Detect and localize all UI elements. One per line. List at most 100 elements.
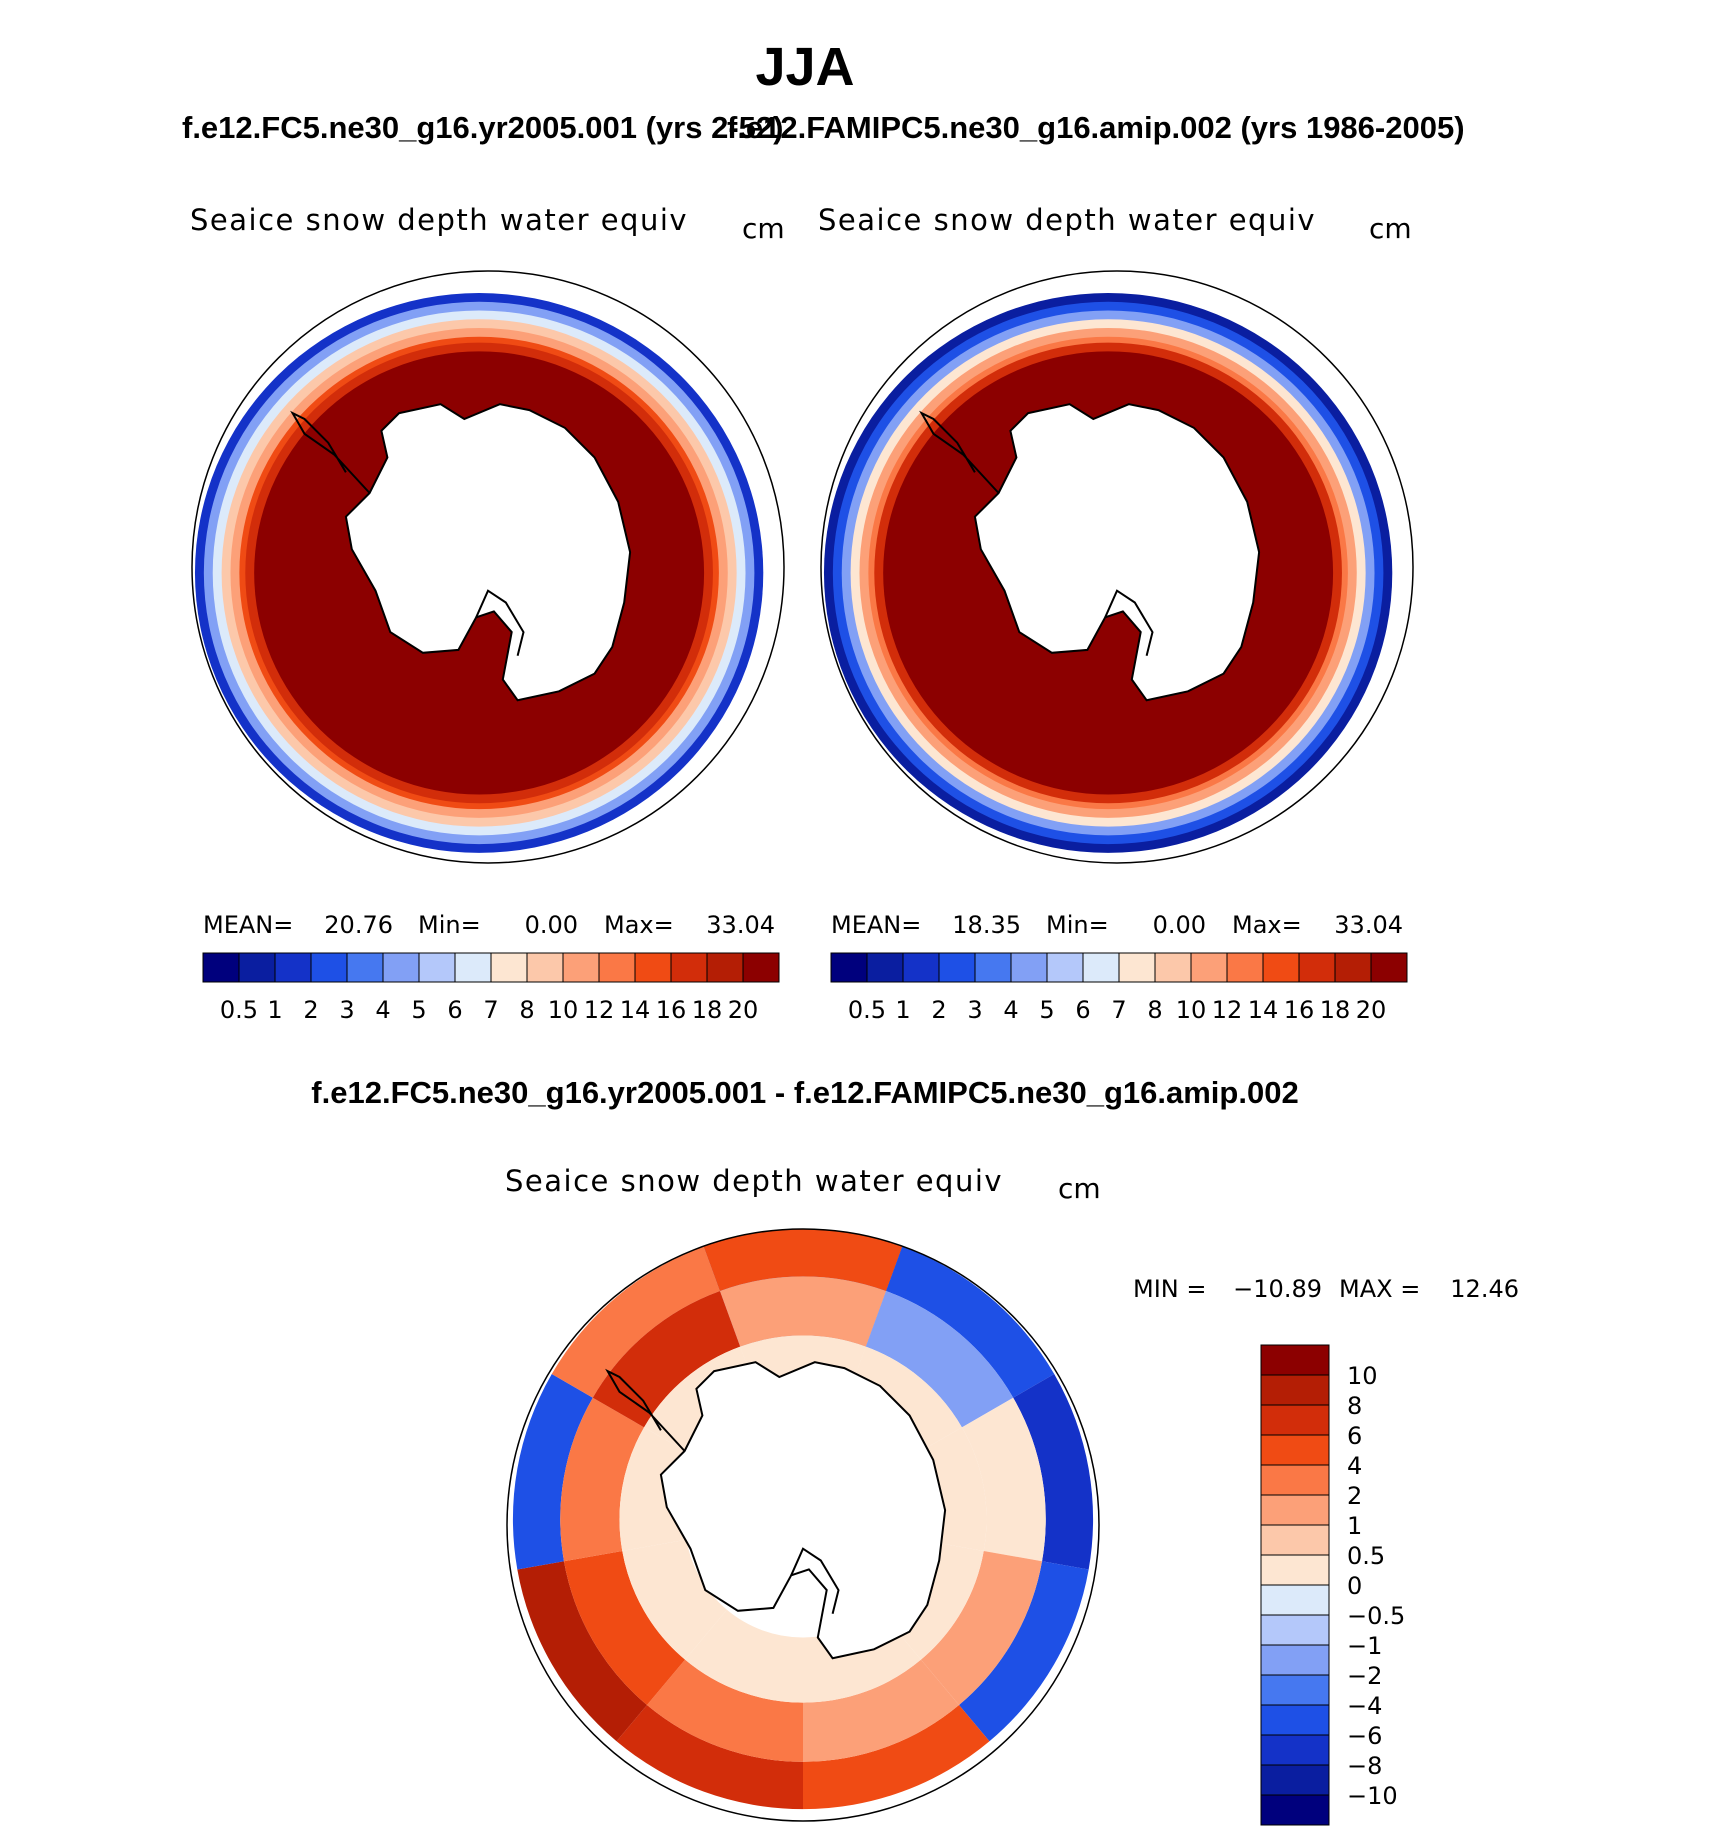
colorbar-tick-label: 10	[1176, 996, 1207, 1024]
colorbar-box	[1298, 952, 1336, 983]
colorbar-tick-label: 2	[931, 996, 946, 1024]
colorbar-box	[830, 952, 868, 983]
colorbar-tick-label: 2	[1347, 1482, 1362, 1510]
colorbar-box	[1118, 952, 1156, 983]
colorbar-tick-label: 5	[411, 996, 426, 1024]
colorbar-tick-label: 18	[1320, 996, 1351, 1024]
colorbar-tick-label: 14	[1248, 996, 1279, 1024]
panel-1-min-value: 0.00	[525, 911, 578, 939]
difference-field-cell	[622, 1539, 727, 1660]
colorbar-box	[1046, 952, 1084, 983]
colorbar-box	[1260, 1374, 1330, 1406]
colorbar-tick-label: 10	[548, 996, 579, 1024]
panel-2-colorbar: 0.5 1 2 3 4 5 6 7 8 10 12 14 16 18 20	[830, 952, 1408, 1024]
colorbar-tick-label: 1	[1347, 1512, 1362, 1540]
panel-3-units: cm	[1058, 1172, 1101, 1205]
panel-3-variable-title: Seaice snow depth water equiv	[505, 1164, 1003, 1198]
ross-ice-shelf	[790, 1547, 840, 1615]
season-title: JJA	[755, 37, 854, 97]
colorbar-tick-label: 0.5	[220, 996, 258, 1024]
colorbar-box	[202, 952, 240, 983]
colorbar-box	[598, 952, 636, 983]
difference-field-cell	[517, 1561, 647, 1742]
colorbar-box	[490, 952, 528, 983]
panel-2-units: cm	[1369, 212, 1412, 245]
colorbar-tick-label: −1	[1347, 1632, 1382, 1660]
colorbar-tick-label: 5	[1039, 996, 1054, 1024]
panel-3-min-label: MIN =	[1133, 1275, 1206, 1303]
difference-field-cell	[551, 1246, 720, 1398]
panel-difference: Seaice snow depth water equiv cm MIN = −…	[505, 1164, 1519, 1826]
panel-2-map	[820, 270, 1414, 864]
colorbar-tick-label: 4	[1347, 1452, 1362, 1480]
colorbar-box	[1260, 1464, 1330, 1496]
difference-field-cell	[920, 1550, 1043, 1706]
panel-1-mean-value: 20.76	[324, 911, 393, 939]
panel-1-max-label: Max=	[604, 911, 674, 939]
colorbar-tick-label: 14	[620, 996, 651, 1024]
colorbar-tick-label: 1	[895, 996, 910, 1024]
colorbar-tick-label: 8	[1147, 996, 1162, 1024]
difference-field-cell	[616, 1705, 803, 1810]
difference-field-cell	[803, 1705, 990, 1810]
panel-2-variable-title: Seaice snow depth water equiv	[818, 203, 1316, 237]
antarctica-coastline	[659, 1361, 947, 1660]
panel-3-min-value: −10.89	[1233, 1275, 1322, 1303]
colorbar-box	[1260, 1614, 1330, 1646]
colorbar-box	[1082, 952, 1120, 983]
map-border	[191, 270, 785, 864]
colorbar-box	[1226, 952, 1264, 983]
colorbar-box	[1260, 1494, 1330, 1526]
panel-2-stats: MEAN= 18.35 Min= 0.00 Max= 33.04	[831, 911, 1403, 939]
colorbar-box	[706, 952, 744, 983]
map-border	[820, 270, 1414, 864]
colorbar-tick-label: −0.5	[1347, 1602, 1405, 1630]
difference-field-cell	[646, 1659, 803, 1762]
colorbar-box	[866, 952, 904, 983]
colorbar-tick-label: 20	[1356, 996, 1387, 1024]
panel-1-colorbar: 0.5 1 2 3 4 5 6 7 8 10 12 14 16 18 20	[202, 952, 780, 1024]
colorbar-box	[1260, 1554, 1330, 1586]
colorbar-box	[1334, 952, 1372, 983]
antarctic-peninsula	[290, 410, 371, 494]
difference-field-cell	[512, 1374, 593, 1570]
header-case-left: f.e12.FC5.ne30_g16.yr2005.001 (yrs 2-52)	[182, 110, 783, 145]
colorbar-tick-label: 4	[1003, 996, 1018, 1024]
colorbar-box	[454, 952, 492, 983]
colorbar-box	[742, 952, 780, 983]
panel-2-mean-label: MEAN=	[831, 911, 921, 939]
ross-ice-shelf	[475, 589, 525, 657]
colorbar-box	[1190, 952, 1228, 983]
colorbar-box	[346, 952, 384, 983]
colorbar-tick-label: −2	[1347, 1662, 1382, 1690]
antarctic-peninsula	[919, 410, 1000, 494]
panel-3-max-value: 12.46	[1450, 1275, 1519, 1303]
antarctica-coastline	[973, 403, 1261, 702]
colorbar-tick-label: 16	[656, 996, 687, 1024]
panel-3-max-label: MAX =	[1339, 1275, 1420, 1303]
colorbar-tick-label: 20	[728, 996, 759, 1024]
difference-field-cell	[592, 1290, 741, 1428]
header-case-right: f.e12.FAMIPC5.ne30_g16.amip.002 (yrs 198…	[727, 110, 1465, 145]
colorbar-box	[238, 952, 276, 983]
colorbar-box	[1260, 1344, 1330, 1376]
colorbar-tick-label: 3	[967, 996, 982, 1024]
difference-field-cell	[563, 1550, 686, 1706]
colorbar-box	[1010, 952, 1048, 983]
colorbar-tick-label: −10	[1347, 1782, 1398, 1810]
colorbar-box	[1260, 1524, 1330, 1556]
colorbar-tick-label: 1	[267, 996, 282, 1024]
colorbar-box	[1260, 1764, 1330, 1796]
panel-1-map	[191, 270, 785, 864]
colorbar-tick-label: 3	[339, 996, 354, 1024]
panel-case-2: Seaice snow depth water equiv cm MEAN= 1…	[818, 203, 1414, 1024]
colorbar-tick-label: 8	[519, 996, 534, 1024]
colorbar-tick-label: 10	[1347, 1362, 1378, 1390]
colorbar-box	[1260, 1644, 1330, 1676]
colorbar-box	[1262, 952, 1300, 983]
panel-2-min-label: Min=	[1046, 911, 1109, 939]
colorbar-tick-label: 6	[1075, 996, 1090, 1024]
colorbar-box	[382, 952, 420, 983]
colorbar-tick-label: 2	[303, 996, 318, 1024]
